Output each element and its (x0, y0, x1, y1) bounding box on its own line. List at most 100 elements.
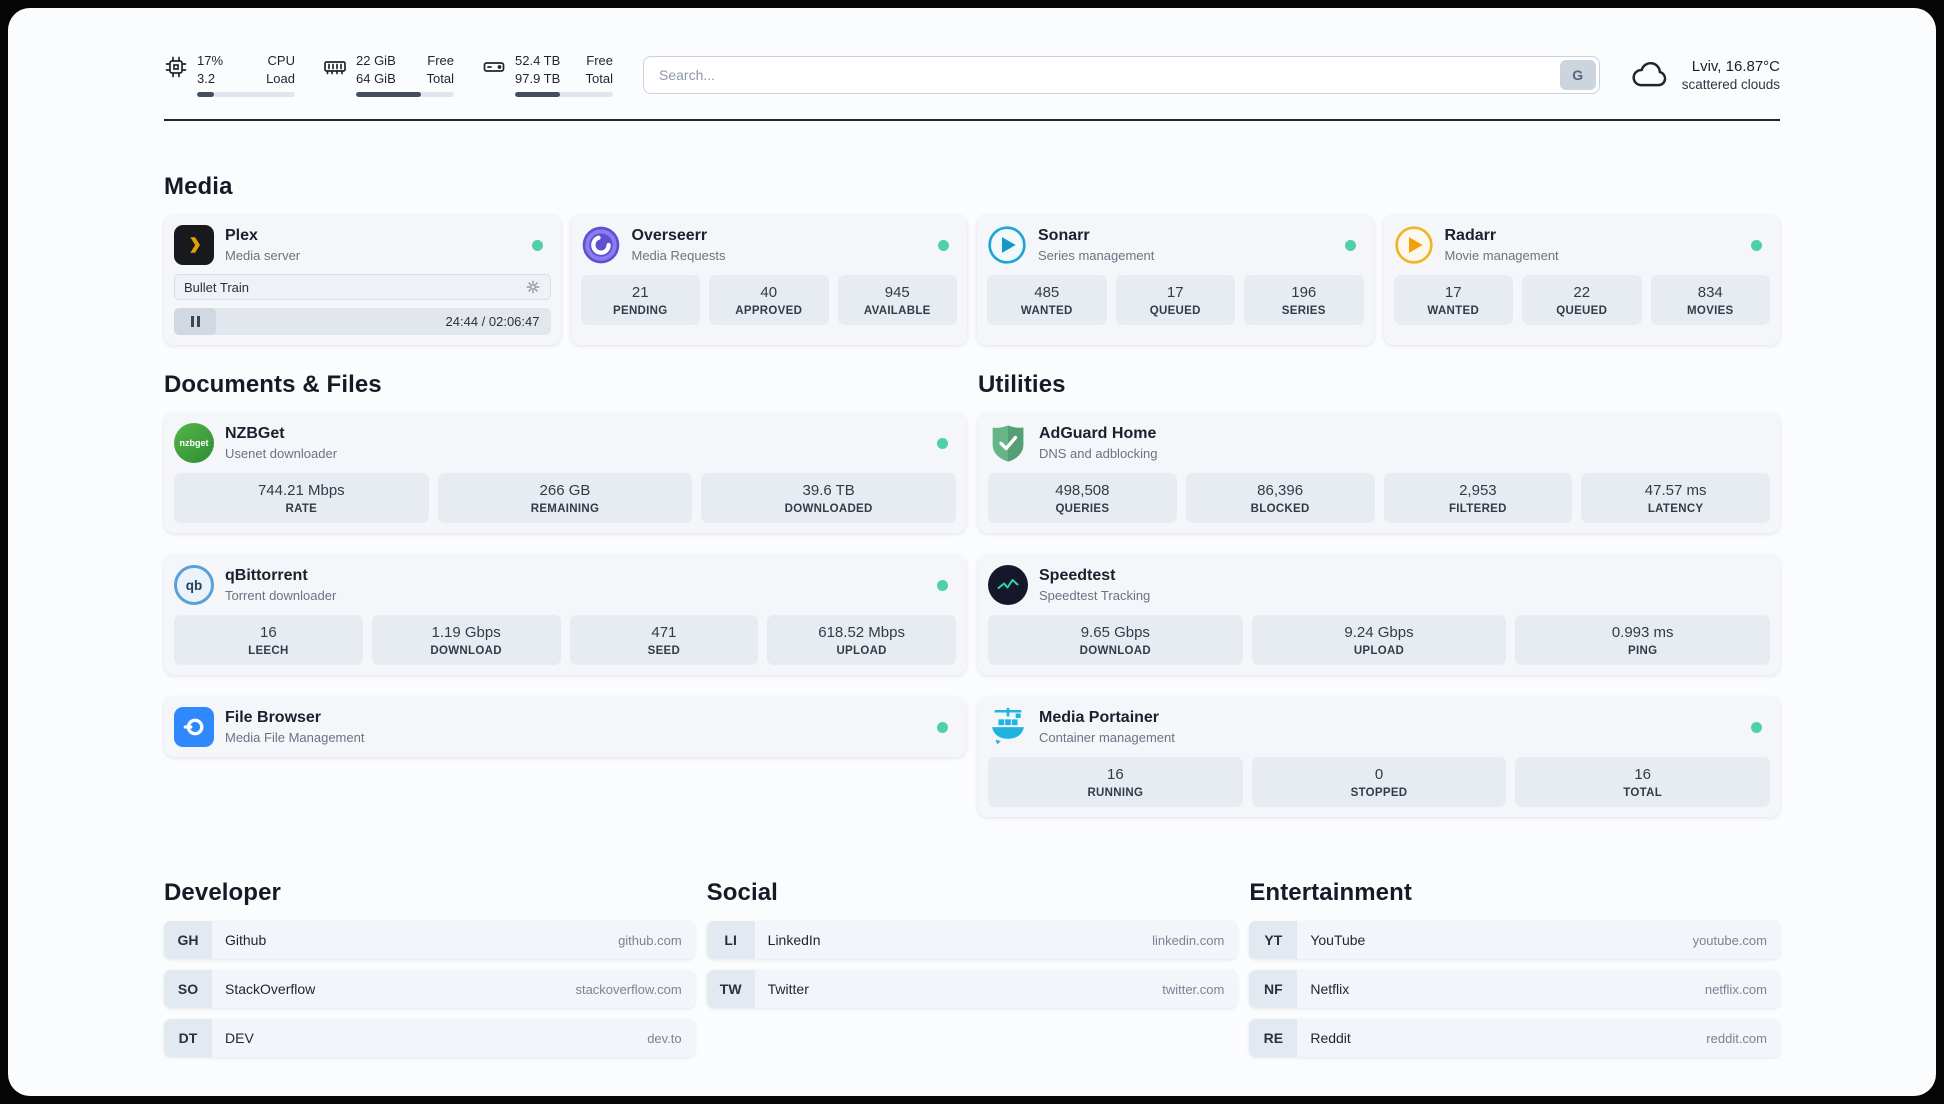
service-card-overseerr[interactable]: Overseerr Media Requests 21 PENDING 40 A… (570, 215, 967, 346)
bookmark-twitter[interactable]: TW Twitter twitter.com (706, 970, 1238, 1009)
radarr-icon (1394, 225, 1434, 265)
memory-widget: 22 GiB Free 64 GiB Total (323, 52, 454, 98)
stat-value: 834 (1697, 284, 1723, 302)
stat-value: 945 (884, 284, 910, 302)
service-card-adguard[interactable]: AdGuard Home DNS and adblocking 498,508 … (978, 413, 1780, 534)
header-divider (164, 119, 1780, 122)
cpu-widget: 17% CPU 3.2 Load (164, 52, 295, 98)
bookmark-youtube[interactable]: YT YouTube youtube.com (1249, 921, 1780, 960)
cpu-progress-fill (197, 92, 214, 98)
portainer-whale-icon (988, 707, 1028, 747)
stat-upload: 618.52 Mbps UPLOAD (767, 615, 956, 666)
stat-value: 498,508 (1055, 482, 1110, 500)
stat-latency: 47.57 ms LATENCY (1581, 473, 1770, 524)
bookmark-name: DEV (225, 1030, 254, 1047)
service-card-radarr[interactable]: Radarr Movie management 17 WANTED 22 QUE… (1383, 215, 1780, 346)
service-name: Sonarr (1038, 227, 1090, 245)
stat-running: 16 RUNNING (988, 757, 1243, 808)
entertainment-section: Entertainment YT YouTube youtube.com NF … (1249, 879, 1780, 1058)
cpu-progress-bar (197, 92, 295, 98)
stat-movies: 834 MOVIES (1650, 275, 1770, 326)
service-card-filebrowser[interactable]: File Browser Media File Management (164, 697, 966, 758)
search-input[interactable] (647, 66, 1560, 83)
documents-section-title: Documents & Files (164, 371, 382, 399)
stat-value: 21 (631, 284, 649, 302)
stat-label: STOPPED (1350, 787, 1408, 800)
stat-label: DOWNLOADED (784, 503, 873, 516)
memory-total: 64 GiB (356, 71, 396, 87)
disk-icon (482, 55, 506, 79)
stat-pending: 21 PENDING (580, 275, 700, 326)
stat-value: 471 (651, 624, 677, 642)
stat-label: LATENCY (1647, 503, 1704, 516)
stat-label: DOWNLOAD (430, 645, 502, 658)
pause-button[interactable] (174, 308, 216, 336)
memory-progress-fill (356, 92, 421, 98)
service-description: Media Requests (631, 248, 726, 264)
bookmark-dev[interactable]: DT DEV dev.to (164, 1019, 695, 1058)
weather-location: Lviv, 16.87°C (1691, 57, 1780, 75)
bookmark-linkedin[interactable]: LI LinkedIn linkedin.com (706, 921, 1238, 960)
service-card-plex[interactable]: Plex Media server Bullet Train (164, 215, 561, 346)
service-card-portainer[interactable]: Media Portainer Container management 16 … (978, 697, 1780, 818)
bookmark-domain: netflix.com (1704, 981, 1767, 997)
weather-widget: Lviv, 16.87°C scattered clouds (1630, 58, 1780, 92)
bookmark-domain: github.com (618, 932, 682, 948)
stat-label: UPLOAD (836, 645, 887, 658)
service-card-nzbget[interactable]: nzbget NZBGet Usenet downloader 744.21 M… (164, 413, 966, 534)
stat-label: QUEUED (1149, 305, 1201, 318)
status-online-dot (1751, 721, 1762, 733)
status-online-dot (938, 239, 949, 251)
service-card-qbittorrent[interactable]: qb qBittorrent Torrent downloader 16 (164, 555, 966, 676)
stat-label: PENDING (613, 305, 668, 318)
bookmark-stackoverflow[interactable]: SO StackOverflow stackoverflow.com (164, 970, 695, 1009)
settings-gear-icon[interactable] (525, 279, 541, 295)
bookmark-domain: reddit.com (1706, 1030, 1767, 1046)
memory-progress-bar (356, 92, 454, 98)
stat-label: UPLOAD (1353, 645, 1405, 658)
stat-label: RUNNING (1087, 787, 1144, 800)
media-grid: Plex Media server Bullet Train (164, 215, 1780, 346)
stat-label: REMAINING (530, 503, 600, 516)
stat-label: WANTED (1427, 305, 1480, 318)
stat-download: 1.19 Gbps DOWNLOAD (371, 615, 561, 666)
stat-label: APPROVED (735, 305, 803, 318)
bookmark-reddit[interactable]: RE Reddit reddit.com (1249, 1019, 1780, 1058)
service-card-sonarr[interactable]: Sonarr Series management 485 WANTED 17 Q… (977, 215, 1374, 346)
stat-value: 1.19 Gbps (431, 624, 501, 642)
stat-wanted: 485 WANTED (987, 275, 1107, 326)
stat-queued: 17 QUEUED (1115, 275, 1235, 326)
status-online-dot (1344, 239, 1356, 251)
stat-value: 2,953 (1459, 482, 1497, 500)
bookmark-abbr: RE (1249, 1019, 1298, 1058)
stat-value: 16 (260, 624, 277, 642)
stat-wanted: 17 WANTED (1393, 275, 1513, 326)
documents-section: Documents & Files nzbget NZBGet Usenet d… (164, 371, 966, 817)
social-section: Social LI LinkedIn linkedin.com TW Twitt… (706, 879, 1238, 1057)
service-card-speedtest[interactable]: Speedtest Speedtest Tracking 9.65 Gbps D… (978, 555, 1780, 676)
bookmark-domain: stackoverflow.com (575, 981, 682, 997)
bookmark-domain: dev.to (647, 1030, 682, 1046)
stat-download: 9.65 Gbps DOWNLOAD (988, 615, 1243, 666)
bookmark-github[interactable]: GH Github github.com (164, 921, 695, 960)
service-name: Media Portainer (1039, 709, 1160, 727)
filebrowser-icon (174, 707, 214, 748)
service-name: Overseerr (631, 227, 708, 245)
service-description: Usenet downloader (225, 446, 338, 462)
stat-label: SERIES (1281, 305, 1326, 318)
search-engine-button[interactable]: G (1559, 59, 1596, 90)
bookmark-name: LinkedIn (767, 932, 821, 949)
service-description: Media server (225, 248, 301, 264)
adguard-shield-icon (988, 423, 1028, 463)
player-progress-bar[interactable]: 24:44 / 02:06:47 (174, 308, 551, 336)
dashboard-page: 17% CPU 3.2 Load (8, 8, 1936, 1096)
service-name: qBittorrent (225, 567, 308, 585)
service-description: Media File Management (225, 730, 365, 746)
bookmarks-area: Developer GH Github github.com SO StackO… (164, 879, 1780, 1096)
disk-free: 52.4 TB (515, 53, 561, 68)
stat-upload: 9.24 Gbps UPLOAD (1251, 615, 1507, 666)
stat-label: BLOCKED (1250, 503, 1310, 516)
developer-section: Developer GH Github github.com SO StackO… (164, 879, 695, 1058)
bookmark-netflix[interactable]: NF Netflix netflix.com (1249, 970, 1780, 1009)
plex-icon (174, 225, 214, 266)
